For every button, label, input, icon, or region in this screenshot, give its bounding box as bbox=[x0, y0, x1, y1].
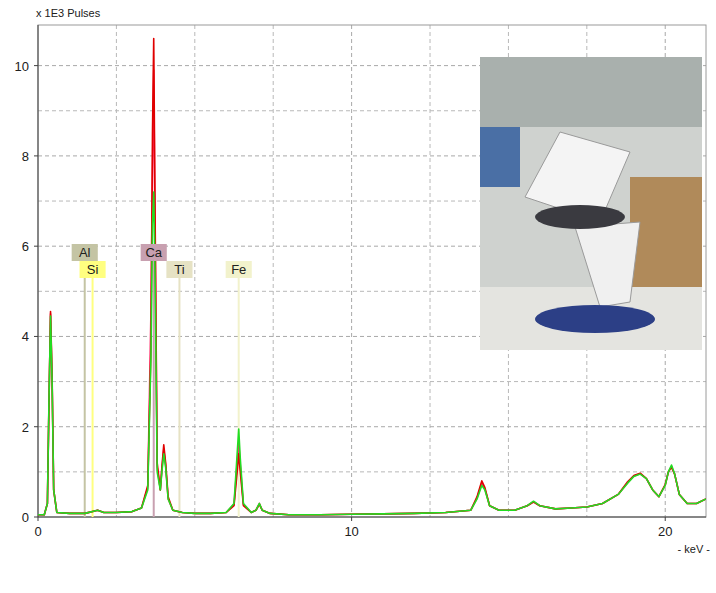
y-tick-label: 10 bbox=[15, 59, 29, 74]
plot-frame bbox=[38, 25, 706, 517]
y-tick-label: 6 bbox=[22, 239, 29, 254]
y-axis-title: x 1E3 Pulses bbox=[36, 7, 101, 19]
photo-desk bbox=[480, 287, 702, 350]
y-tick bbox=[34, 246, 38, 247]
y-tick bbox=[34, 65, 38, 66]
chart: 0 2 4 6 8 10 0 10 20 x 1E3 Pulses - keV - Fe Ti Ca Si A… bbox=[0, 0, 716, 593]
x-tick bbox=[665, 517, 666, 521]
y-tick-label: 8 bbox=[22, 149, 29, 164]
y-tick-label: 2 bbox=[22, 420, 29, 435]
minor-grid-line bbox=[116, 25, 117, 517]
photo-device bbox=[575, 222, 640, 307]
y-tick-label: 4 bbox=[22, 329, 29, 344]
element-label: Ti bbox=[174, 262, 184, 277]
x-tick bbox=[38, 517, 39, 521]
background bbox=[0, 0, 716, 593]
element-label-box bbox=[226, 261, 252, 278]
element-label-box bbox=[72, 244, 98, 261]
spectra bbox=[38, 39, 706, 515]
element-line bbox=[92, 278, 94, 517]
element-label: Al bbox=[79, 245, 91, 260]
y-axis-line bbox=[38, 25, 39, 517]
element-line bbox=[178, 278, 180, 517]
grid bbox=[38, 25, 706, 517]
x-tick bbox=[351, 517, 352, 521]
minor-grid-line bbox=[430, 25, 431, 517]
element-label: Fe bbox=[231, 262, 246, 277]
grid-line bbox=[38, 426, 706, 427]
spectrum-line bbox=[38, 192, 706, 515]
photo-box bbox=[630, 177, 702, 287]
x-axis-line bbox=[38, 517, 706, 518]
marker-labels: Fe Ti Ca Si Al bbox=[72, 244, 252, 278]
photo-inset bbox=[480, 57, 702, 350]
element-label: Si bbox=[87, 262, 99, 277]
y-tick bbox=[34, 517, 38, 518]
element-line bbox=[84, 261, 86, 517]
photo-background bbox=[480, 57, 702, 350]
grid-line bbox=[351, 25, 352, 517]
x-tick-label: 20 bbox=[658, 524, 672, 539]
y-tick bbox=[34, 336, 38, 337]
spectrum-line bbox=[38, 70, 706, 515]
photo-shelf bbox=[480, 57, 702, 127]
y-tick bbox=[34, 155, 38, 156]
minor-grid-line bbox=[194, 25, 195, 517]
minor-grid-line bbox=[273, 25, 274, 517]
spectrum-line bbox=[38, 39, 706, 515]
element-line bbox=[238, 278, 240, 517]
photo-base bbox=[535, 305, 655, 333]
y-tick-label: 0 bbox=[22, 510, 29, 525]
element-label: Ca bbox=[145, 245, 162, 260]
minor-grid-line bbox=[38, 471, 706, 472]
element-label-box bbox=[141, 244, 167, 261]
element-label-box bbox=[80, 261, 106, 278]
element-line bbox=[153, 261, 155, 517]
x-tick-label: 0 bbox=[34, 524, 41, 539]
photo-sample-stage bbox=[535, 205, 625, 229]
minor-grid-line bbox=[38, 381, 706, 382]
element-label-box bbox=[166, 261, 192, 278]
x-axis-title: - keV - bbox=[678, 543, 711, 555]
y-tick bbox=[34, 426, 38, 427]
x-tick-label: 10 bbox=[344, 524, 358, 539]
photo-object bbox=[480, 127, 520, 187]
